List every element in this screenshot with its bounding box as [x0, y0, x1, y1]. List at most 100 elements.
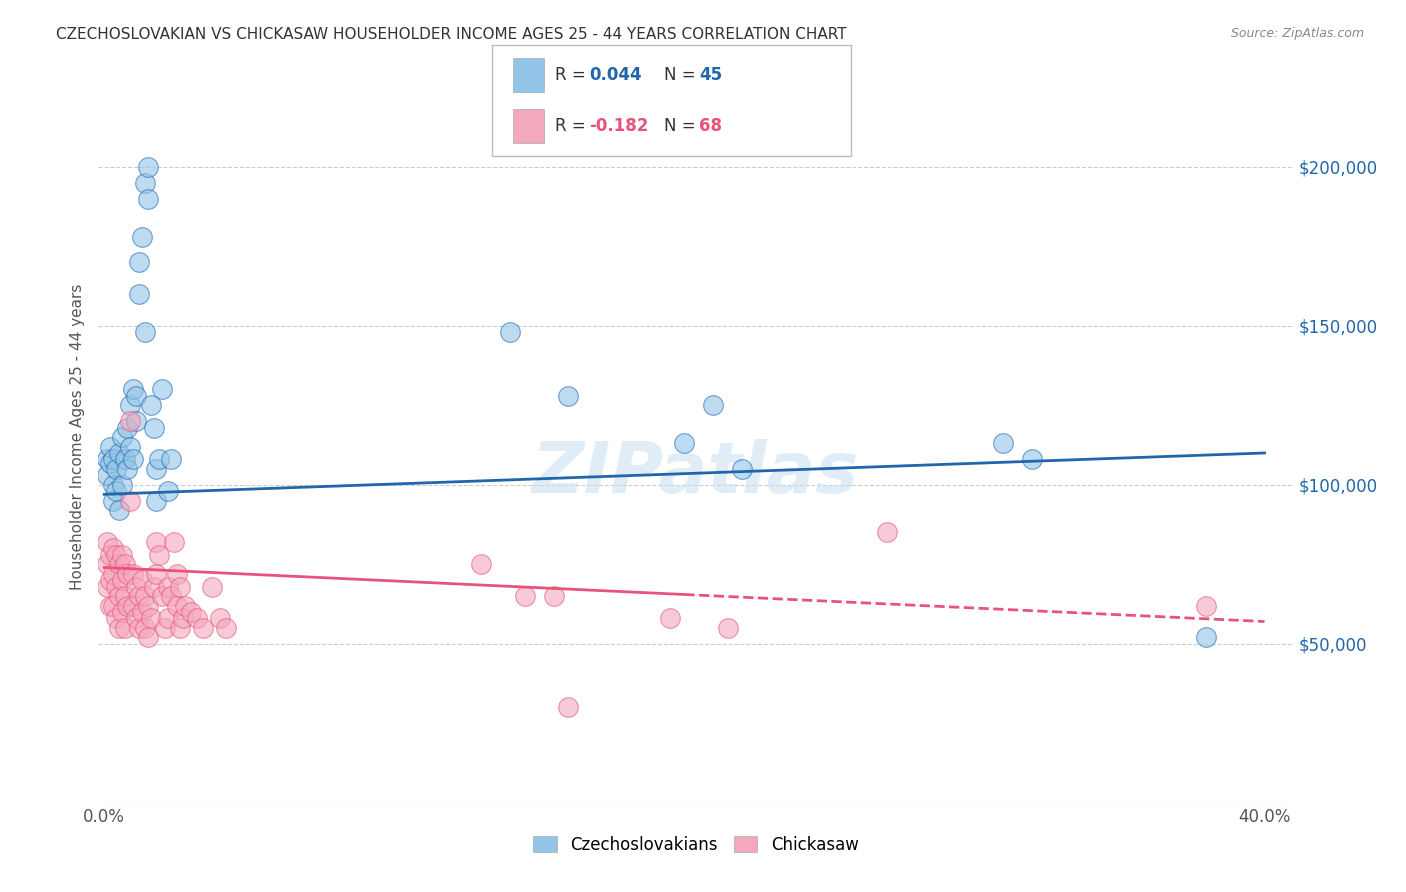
Point: [104, 484, 127, 499]
Point: [101, 477, 124, 491]
Point: [96, 580, 118, 594]
Point: [101, 599, 124, 613]
Point: [215, 621, 238, 635]
Text: N =: N =: [664, 117, 700, 135]
Point: [125, 414, 148, 428]
Point: [101, 566, 124, 581]
Point: [169, 580, 191, 594]
Point: [101, 452, 124, 467]
Point: [107, 589, 129, 603]
Point: [145, 535, 167, 549]
Point: [131, 229, 153, 244]
Point: [993, 436, 1015, 450]
Point: [174, 599, 197, 613]
Point: [122, 383, 145, 397]
Point: [145, 493, 167, 508]
Text: Source: ZipAtlas.com: Source: ZipAtlas.com: [1230, 27, 1364, 40]
Point: [125, 580, 148, 594]
Text: R =: R =: [555, 117, 592, 135]
Point: [145, 462, 167, 476]
Point: [117, 566, 139, 581]
Point: [731, 462, 754, 476]
Text: 68: 68: [699, 117, 721, 135]
Point: [96, 468, 118, 483]
Point: [166, 599, 188, 613]
Point: [1021, 452, 1043, 467]
Point: [157, 611, 180, 625]
Point: [120, 398, 142, 412]
Point: [98, 548, 121, 562]
Point: [128, 621, 150, 635]
Point: [96, 558, 118, 572]
Point: [117, 420, 139, 434]
Point: [134, 621, 156, 635]
Point: [98, 440, 121, 454]
Point: [702, 398, 724, 412]
Y-axis label: Householder Income Ages 25 - 44 years: Householder Income Ages 25 - 44 years: [70, 284, 86, 591]
Point: [111, 430, 134, 444]
Text: 0.044: 0.044: [589, 66, 641, 84]
Point: [1195, 599, 1218, 613]
Point: [122, 599, 145, 613]
Point: [101, 493, 124, 508]
Point: [125, 611, 148, 625]
Point: [134, 176, 156, 190]
Point: [169, 621, 191, 635]
Point: [101, 541, 124, 556]
Point: [557, 700, 579, 714]
Point: [122, 452, 145, 467]
Point: [104, 611, 127, 625]
Point: [111, 548, 134, 562]
Point: [136, 192, 159, 206]
Point: [107, 446, 129, 460]
Point: [111, 573, 134, 587]
Point: [557, 389, 579, 403]
Point: [153, 621, 176, 635]
Point: [107, 503, 129, 517]
Point: [160, 589, 183, 603]
Text: -0.182: -0.182: [589, 117, 648, 135]
Point: [104, 462, 127, 476]
Point: [172, 611, 194, 625]
Point: [157, 580, 180, 594]
Point: [191, 621, 214, 635]
Point: [148, 548, 170, 562]
Point: [148, 452, 170, 467]
Point: [499, 325, 522, 339]
Point: [114, 452, 136, 467]
Point: [150, 383, 173, 397]
Legend: Czechoslovakians, Chickasaw: Czechoslovakians, Chickasaw: [527, 829, 865, 860]
Point: [136, 599, 159, 613]
Point: [104, 580, 127, 594]
Point: [107, 621, 129, 635]
Point: [128, 287, 150, 301]
Point: [117, 462, 139, 476]
Point: [157, 484, 180, 499]
Point: [180, 605, 202, 619]
Point: [128, 255, 150, 269]
Point: [114, 558, 136, 572]
Point: [543, 589, 565, 603]
Point: [122, 566, 145, 581]
Point: [104, 548, 127, 562]
Point: [163, 535, 186, 549]
Point: [131, 605, 153, 619]
Point: [145, 566, 167, 581]
Point: [114, 589, 136, 603]
Point: [96, 535, 118, 549]
Text: ZIPatlas: ZIPatlas: [533, 439, 859, 508]
Point: [142, 580, 165, 594]
Text: N =: N =: [664, 66, 700, 84]
Point: [120, 493, 142, 508]
Point: [111, 477, 134, 491]
Point: [134, 589, 156, 603]
Point: [1195, 631, 1218, 645]
Point: [98, 573, 121, 587]
Point: [200, 580, 222, 594]
Point: [120, 414, 142, 428]
Point: [117, 599, 139, 613]
Point: [125, 389, 148, 403]
Point: [111, 605, 134, 619]
Point: [209, 611, 232, 625]
Point: [131, 573, 153, 587]
